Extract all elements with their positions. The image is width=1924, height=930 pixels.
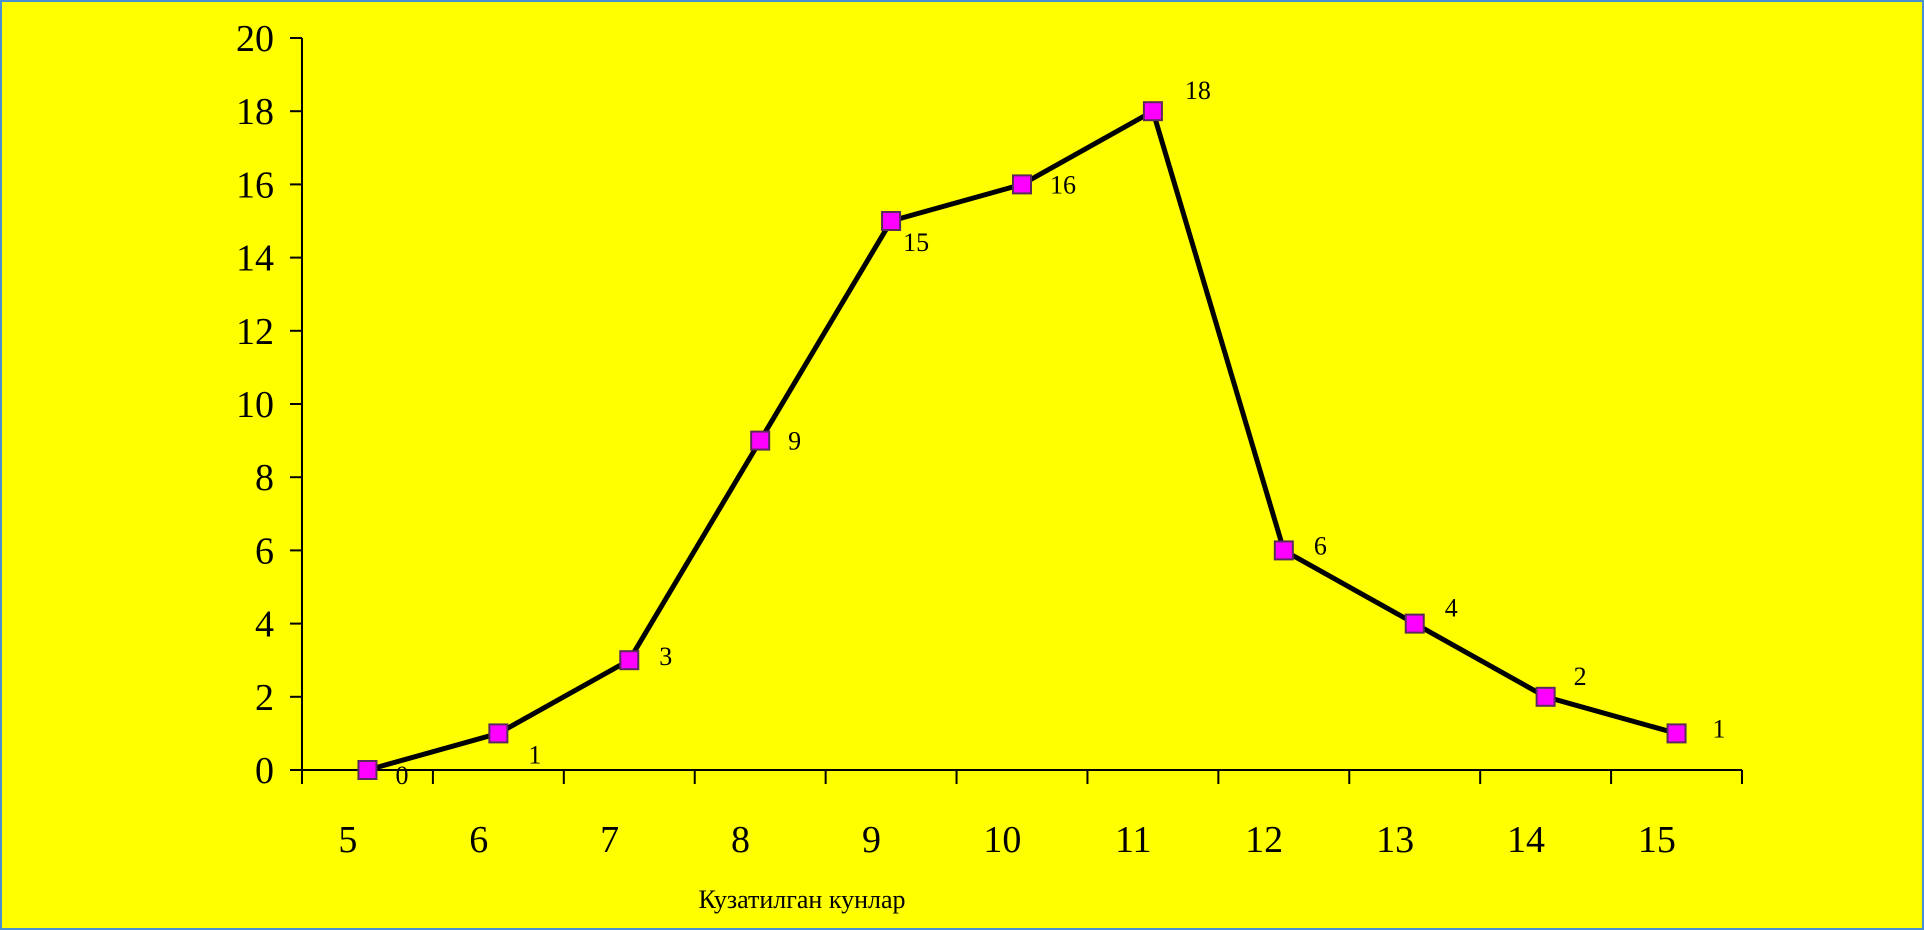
data-labels-layer: 0 1 3 9 15 16 18 6 4 2 1 — [395, 76, 1725, 790]
data-point-marker — [1666, 723, 1687, 744]
data-label: 1 — [528, 740, 541, 769]
data-label: 0 — [395, 761, 408, 790]
y-tick-label: 18 — [236, 91, 274, 133]
series-line — [366, 107, 1678, 773]
x-tick-label: 14 — [1507, 819, 1545, 861]
data-point-marker — [1404, 613, 1425, 634]
data-point-marker — [750, 430, 771, 451]
x-axis-title: Кузатилган кунлар — [698, 885, 905, 914]
data-label: 1 — [1713, 714, 1726, 743]
data-point-marker — [1535, 686, 1556, 707]
data-label: 6 — [1314, 531, 1327, 560]
x-tick-label: 9 — [862, 819, 881, 861]
y-tick-label: 14 — [236, 238, 274, 280]
data-label: 3 — [659, 642, 672, 671]
data-point-marker — [881, 211, 902, 231]
data-label: 9 — [788, 427, 801, 456]
x-tick-label: 8 — [731, 819, 750, 861]
data-label: 18 — [1185, 76, 1211, 105]
x-tick-label: 6 — [469, 819, 488, 861]
x-tick-label: 12 — [1245, 819, 1283, 861]
data-label: 16 — [1050, 170, 1076, 199]
data-point-marker — [488, 723, 509, 744]
x-tick-label: 13 — [1376, 819, 1414, 861]
y-tick-label: 10 — [236, 384, 274, 426]
x-tick-label: 7 — [600, 819, 619, 861]
data-point-marker — [619, 650, 640, 671]
x-tick-label: 15 — [1638, 819, 1676, 861]
x-tick-label: 5 — [338, 819, 357, 861]
data-point-marker — [1142, 101, 1163, 122]
axes — [290, 37, 1743, 784]
data-label: 4 — [1445, 594, 1458, 623]
data-point-marker — [1012, 174, 1032, 195]
markers-layer — [357, 101, 1687, 780]
data-label: 2 — [1574, 662, 1587, 691]
y-tick-label: 20 — [236, 18, 274, 60]
data-label: 15 — [903, 228, 929, 257]
y-tick-label: 2 — [255, 677, 274, 719]
series-line-layer — [366, 107, 1678, 773]
y-tick-label: 8 — [255, 457, 274, 499]
y-tick-labels: 0 2 4 6 8 10 12 14 16 18 20 — [236, 18, 274, 792]
y-tick-label: 6 — [255, 530, 274, 572]
y-tick-label: 16 — [236, 164, 274, 206]
x-tick-label: 10 — [983, 819, 1021, 861]
y-tick-label: 12 — [236, 311, 274, 353]
x-tick-labels: 5 6 7 8 9 10 11 12 13 14 15 — [338, 819, 1676, 861]
data-point-marker — [1273, 540, 1294, 561]
y-tick-label: 4 — [255, 604, 274, 646]
data-point-marker — [357, 760, 378, 780]
x-tick-label: 11 — [1115, 819, 1152, 861]
y-tick-label: 0 — [255, 750, 274, 792]
